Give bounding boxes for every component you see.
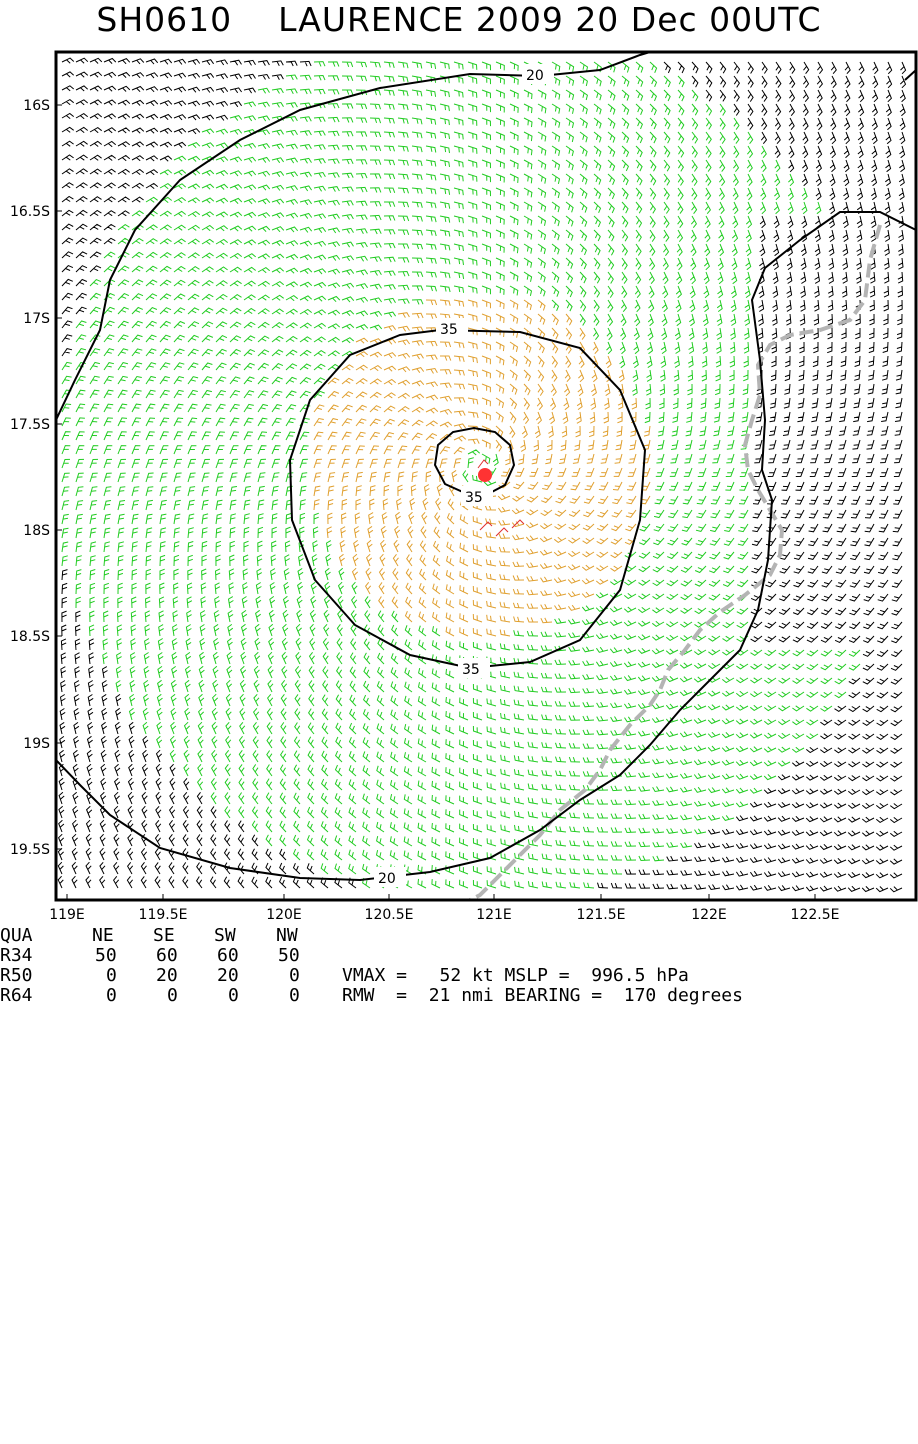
wind-barbs-34kt: [61, 61, 861, 889]
rmw-bearing-line: RMW = 21 nmi BEARING = 170 degrees: [342, 985, 743, 1006]
storm-stats-table: QUA NE SE SW NW R34 50 60 60 50 R50 0 20…: [0, 924, 918, 1014]
lat-tick-label: 18S: [23, 523, 50, 539]
map-frame: [54, 50, 918, 902]
r34-nw: 50: [278, 945, 300, 966]
r34-ne: 50: [95, 945, 117, 966]
coastline: [469, 224, 882, 900]
latitude-axis: 16S 16.5S 17S 17.5S 18S 18.5S 19S 19.5S: [10, 98, 62, 858]
storm-center-marker: [478, 468, 492, 482]
r64-ne: 0: [106, 985, 117, 1006]
r64-sw: 0: [228, 985, 239, 1006]
wind-barbs-64kt: [477, 459, 525, 537]
r64-label: R64: [0, 985, 33, 1006]
lat-tick-label: 16S: [23, 98, 50, 114]
wind-barbs-50kt: [313, 299, 651, 637]
vmax-mslp-line: VMAX = 52 kt MSLP = 996.5 hPa: [342, 965, 689, 986]
r50-sw: 20: [217, 965, 239, 986]
contour-label: 20: [378, 871, 396, 887]
r50-label: R50: [0, 965, 33, 986]
header-sw: SW: [214, 925, 236, 946]
lat-tick-label: 17S: [23, 311, 50, 327]
lon-tick-label: 122.5E: [791, 907, 840, 923]
lat-tick-label: 17.5S: [10, 417, 50, 433]
longitude-axis: 119E 119.5E 120E 120.5E 121E 121.5E 122E 122.5E: [49, 894, 839, 923]
header-ne: NE: [92, 925, 114, 946]
r34-sw: 60: [217, 945, 239, 966]
r64-se: 0: [167, 985, 178, 1006]
r50-ne: 0: [106, 965, 117, 986]
wind-field-map: 20 35 35 35 20 119E 119.5E 120E 120.5E 121E 1…: [10, 50, 918, 923]
lon-tick-label: 119E: [49, 907, 85, 923]
wind-barbs-below-34kt: [57, 57, 907, 893]
lat-tick-label: 19.5S: [10, 842, 50, 858]
r34-se: 60: [156, 945, 178, 966]
contour-label: 35: [440, 322, 458, 338]
lat-tick-label: 16.5S: [10, 204, 50, 220]
lat-tick-label: 19S: [23, 736, 50, 752]
lon-tick-label: 120E: [266, 907, 302, 923]
header-qua: QUA: [0, 925, 33, 946]
contour-label: 35: [462, 662, 480, 678]
contour-20kt-east: [56, 211, 916, 882]
lon-tick-label: 121.5E: [577, 907, 626, 923]
r50-nw: 0: [289, 965, 300, 986]
contour-label: 35: [465, 490, 483, 506]
r34-label: R34: [0, 945, 33, 966]
lat-tick-label: 18.5S: [10, 629, 50, 645]
r64-nw: 0: [289, 985, 300, 1006]
lon-tick-label: 119.5E: [139, 907, 188, 923]
contour-label: 20: [526, 68, 544, 84]
lon-tick-label: 121E: [476, 907, 512, 923]
contour-20kt: [56, 52, 916, 421]
header-se: SE: [153, 925, 175, 946]
lon-tick-label: 120.5E: [365, 907, 414, 923]
r50-se: 20: [156, 965, 178, 986]
plot-title: SH0610 LAURENCE 2009 20 Dec 00UTC: [96, 0, 822, 39]
header-nw: NW: [276, 925, 298, 946]
lon-tick-label: 122E: [691, 907, 727, 923]
contour-35kt-inner: [433, 426, 516, 496]
